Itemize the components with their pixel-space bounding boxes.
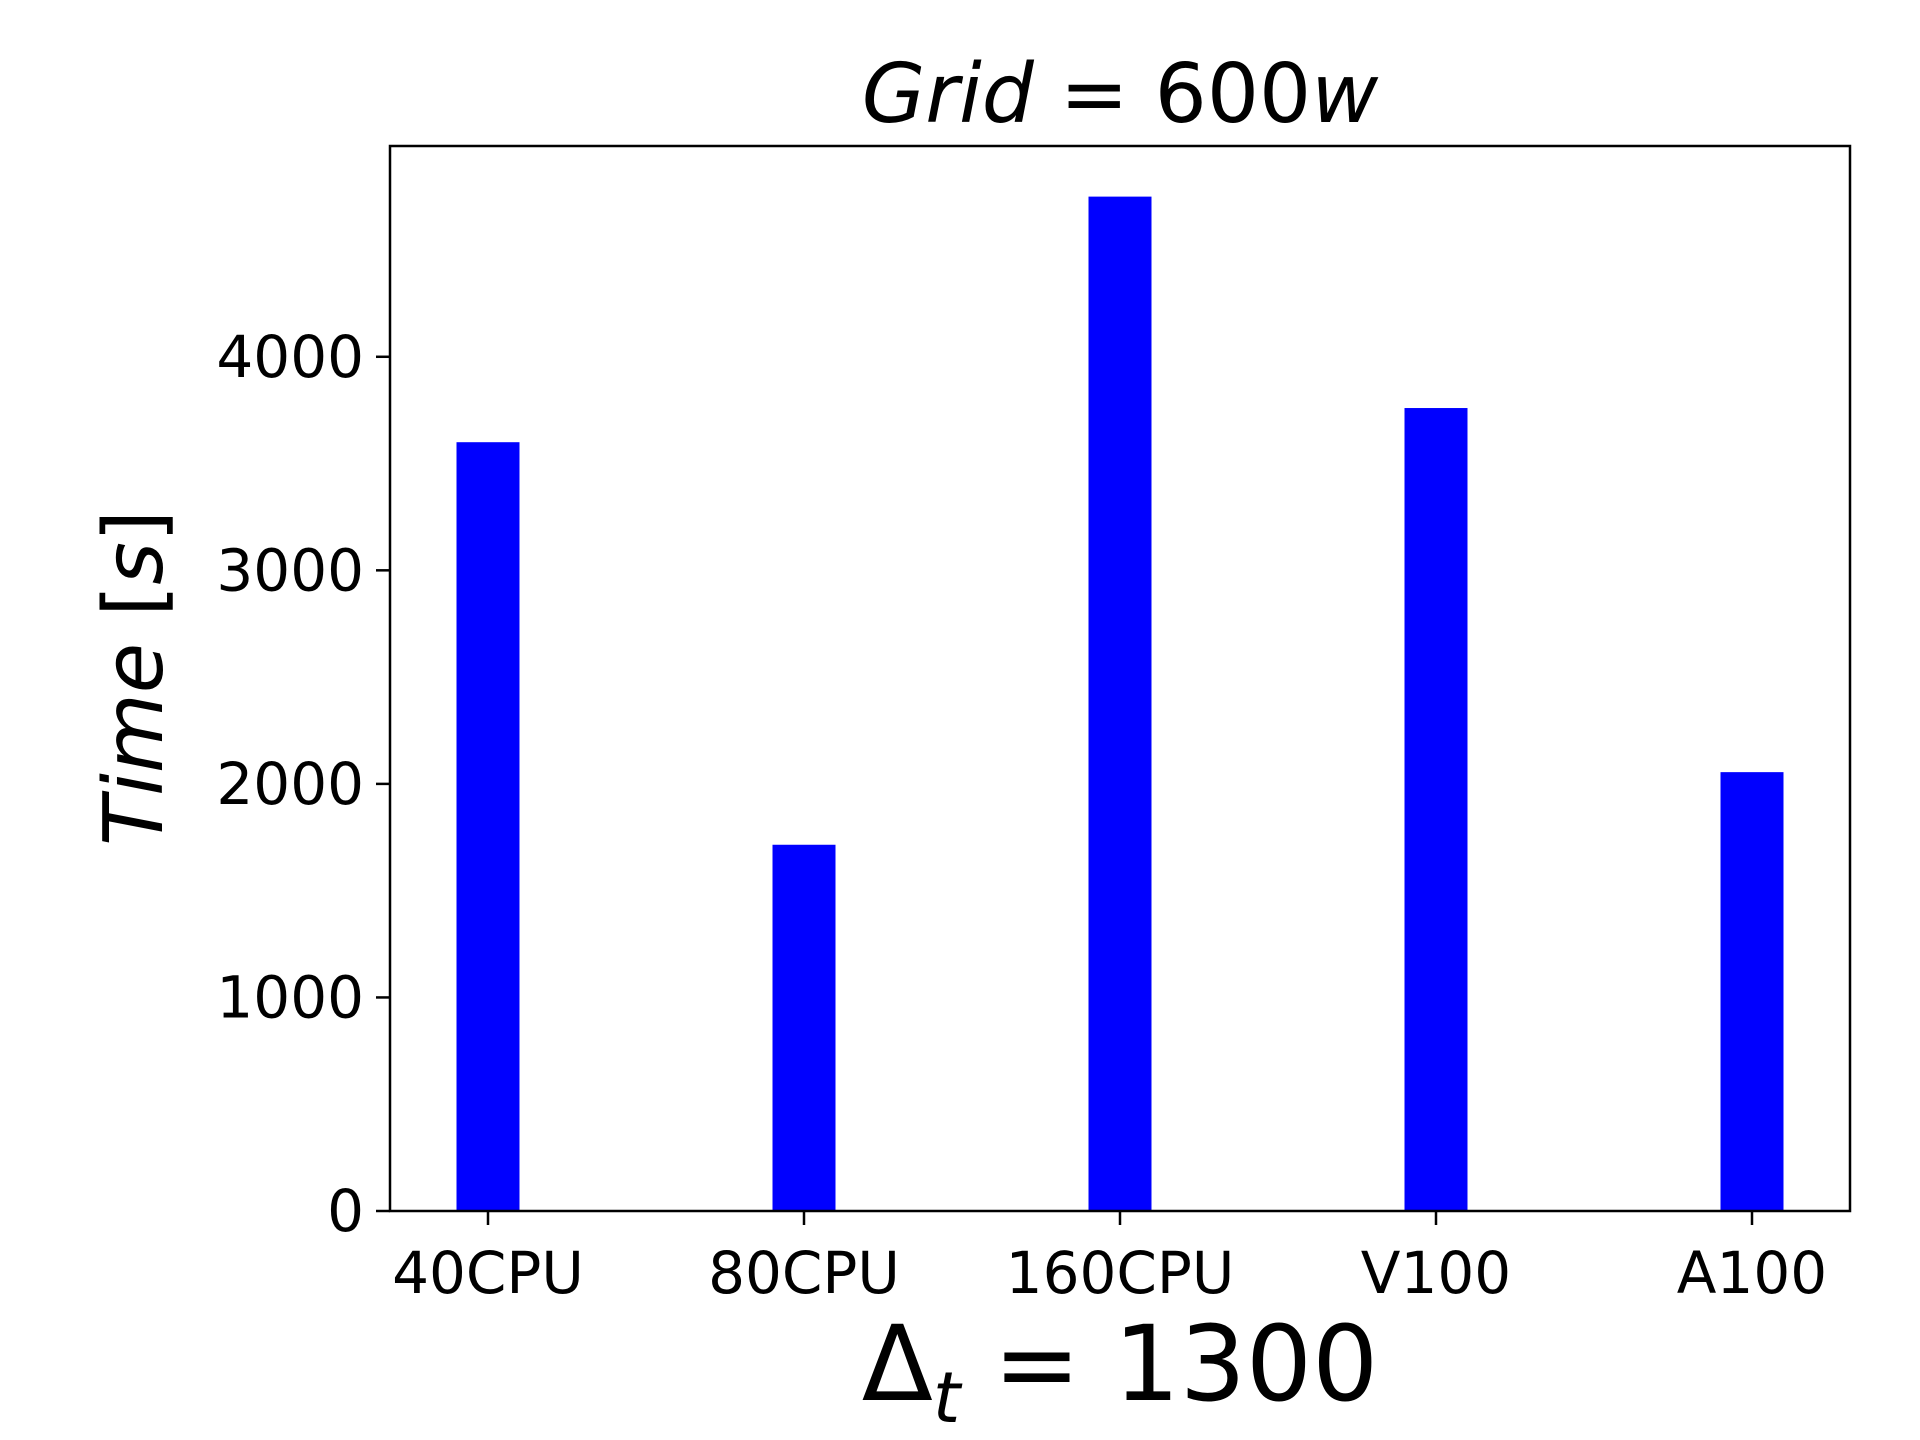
y-tick-label: 3000 (216, 536, 364, 604)
x-axis-label: Δt = 1300 (862, 1303, 1379, 1439)
y-axis-label: Time [s] (87, 510, 182, 846)
x-tick-label-40cpu: 40CPU (392, 1239, 584, 1307)
chart-title: Grid = 600w (862, 47, 1379, 142)
bar-a100 (1720, 772, 1784, 1211)
y-tick-label: 2000 (216, 750, 364, 818)
x-axis-ticks: 40CPU 80CPU 160CPU V100 A100 (392, 1211, 1827, 1307)
plot-area (456, 196, 1784, 1211)
bar-40cpu (456, 442, 520, 1211)
y-tick-label: 0 (327, 1177, 364, 1245)
bar-80cpu (772, 844, 836, 1211)
y-tick-label: 4000 (216, 323, 364, 391)
bar-v100 (1404, 408, 1468, 1211)
x-tick-label-160cpu: 160CPU (1006, 1239, 1235, 1307)
x-tick-label-a100: A100 (1677, 1239, 1827, 1307)
x-tick-label-80cpu: 80CPU (708, 1239, 900, 1307)
y-tick-label: 1000 (216, 963, 364, 1031)
x-tick-label-v100: V100 (1361, 1239, 1511, 1307)
y-axis-ticks: 0 1000 2000 3000 4000 (216, 323, 390, 1245)
bar-160cpu (1088, 196, 1152, 1211)
